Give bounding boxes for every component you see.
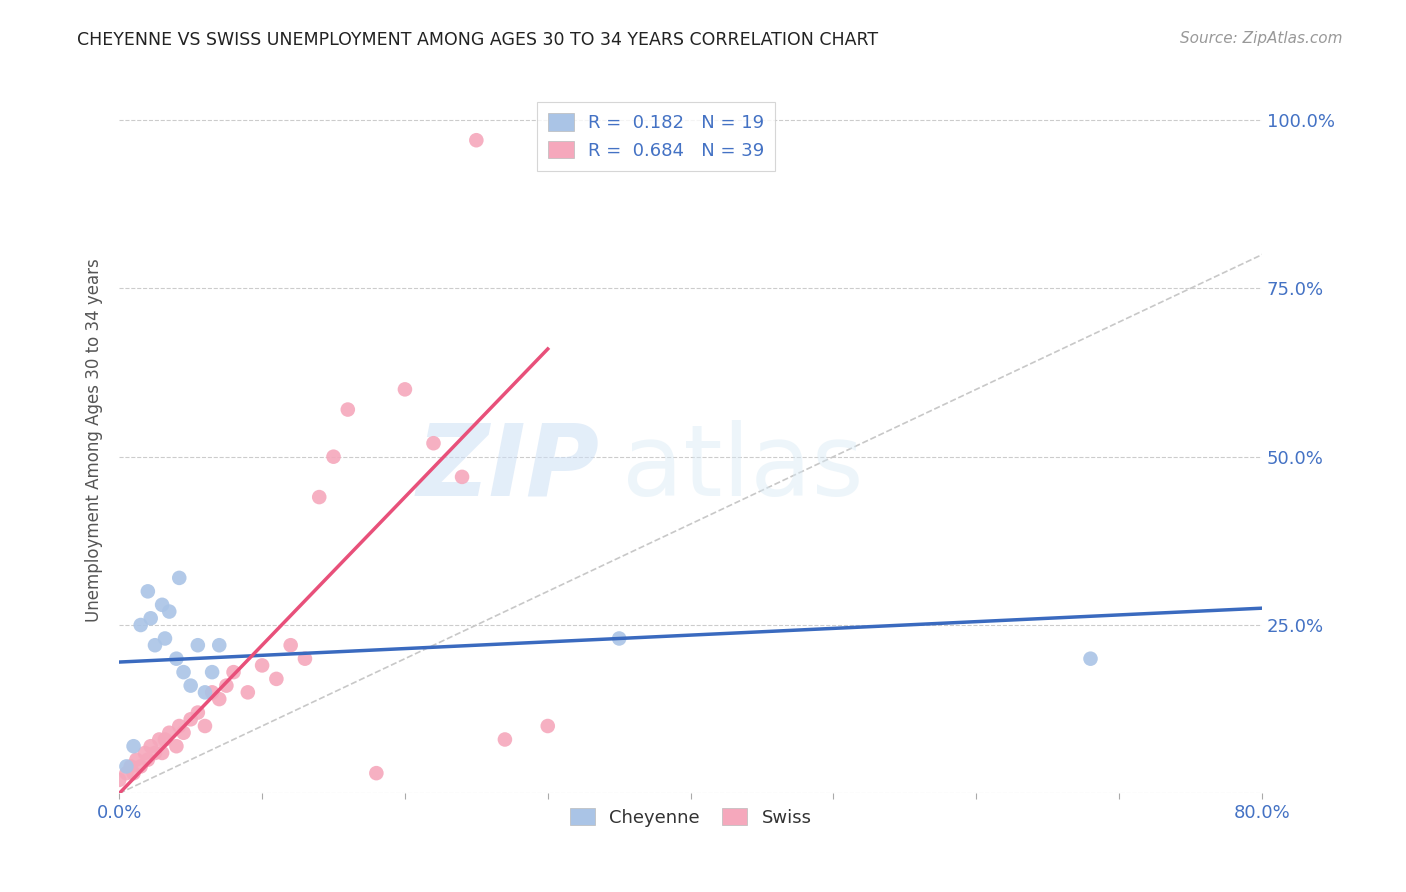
Point [125,753,148,767]
Point [122,766,145,780]
Point [173,725,195,739]
Text: Source: ZipAtlas.com: Source: ZipAtlas.com [1180,31,1343,46]
Point [150,598,173,612]
Point [167,719,190,733]
Point [134,746,156,760]
Point [136,584,159,599]
Point [222,665,245,680]
Point [173,665,195,680]
Point [150,746,173,760]
Point [208,638,231,652]
Point [422,436,444,450]
Point [394,382,416,396]
Point [129,618,152,632]
Point [157,605,180,619]
Point [322,450,344,464]
Point [108,772,131,787]
Point [250,658,273,673]
Point [165,651,187,665]
Point [607,632,630,646]
Point [165,739,187,754]
Point [120,759,142,773]
Point [115,759,138,773]
Point [148,732,170,747]
Point [153,732,176,747]
Point [136,753,159,767]
Point [115,766,138,780]
Point [139,739,162,754]
Point [143,746,166,760]
Point [187,706,209,720]
Point [122,739,145,754]
Point [201,665,224,680]
Point [157,725,180,739]
Text: atlas: atlas [621,419,863,516]
Point [1080,651,1102,665]
Point [451,470,474,484]
Text: ZIP: ZIP [416,419,599,516]
Point [180,679,202,693]
Point [215,679,238,693]
Point [280,638,302,652]
Point [537,719,560,733]
Legend: Cheyenne, Swiss: Cheyenne, Swiss [562,800,818,834]
Point [236,685,259,699]
Point [129,759,152,773]
Point [208,692,231,706]
Point [194,685,217,699]
Point [294,651,316,665]
Text: CHEYENNE VS SWISS UNEMPLOYMENT AMONG AGES 30 TO 34 YEARS CORRELATION CHART: CHEYENNE VS SWISS UNEMPLOYMENT AMONG AGE… [77,31,879,49]
Point [153,632,176,646]
Point [187,638,209,652]
Point [465,133,488,147]
Point [266,672,288,686]
Point [494,732,516,747]
Point [366,766,388,780]
Point [143,638,166,652]
Point [201,685,224,699]
Y-axis label: Unemployment Among Ages 30 to 34 years: Unemployment Among Ages 30 to 34 years [86,258,103,622]
Point [180,712,202,726]
Point [336,402,359,417]
Point [308,490,330,504]
Point [167,571,190,585]
Point [194,719,217,733]
Point [139,611,162,625]
